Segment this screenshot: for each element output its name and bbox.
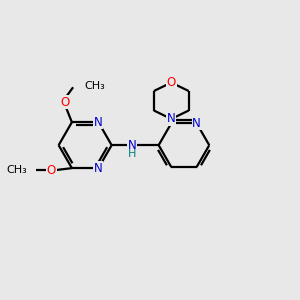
Text: O: O	[47, 164, 56, 177]
Text: N: N	[128, 139, 136, 152]
Text: N: N	[192, 117, 201, 130]
Text: O: O	[60, 96, 69, 109]
Text: H: H	[128, 149, 136, 159]
Text: CH₃: CH₃	[84, 81, 105, 91]
Text: O: O	[167, 76, 176, 89]
Text: N: N	[167, 112, 176, 125]
Text: CH₃: CH₃	[7, 165, 27, 175]
Text: N: N	[94, 162, 103, 175]
Text: N: N	[94, 116, 103, 129]
